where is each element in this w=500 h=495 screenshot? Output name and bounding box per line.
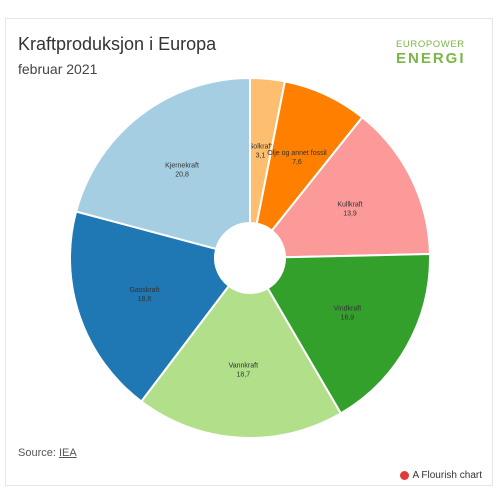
slice-value-olje-og-annet-fossil: 7,6: [292, 159, 302, 166]
chart-subtitle: februar 2021: [18, 61, 98, 77]
logo-text-bottom: ENERGI: [396, 49, 466, 67]
source-link[interactable]: IEA: [58, 447, 77, 459]
slice-label-solkraft: Solkraft: [249, 144, 273, 151]
flourish-credit-label: A Flourish chart: [412, 470, 482, 481]
chart-title: Kraftproduksjon i Europa: [18, 34, 217, 54]
slice-gasskraft[interactable]: [69, 210, 231, 403]
brand-logo: EUROPOWER ENERGI: [396, 40, 476, 66]
slice-vannkraft[interactable]: [139, 284, 343, 439]
slice-vindkraft[interactable]: [266, 253, 431, 415]
slice-value-kjernekraft: 20,8: [175, 171, 189, 178]
slice-label-kullkraft: Kullkraft: [337, 201, 362, 208]
source-prefix: Source:: [18, 447, 59, 459]
slice-value-kullkraft: 13,9: [343, 210, 357, 217]
slice-value-solkraft: 3,1: [256, 153, 266, 160]
slice-label-gasskraft: Gasskraft: [129, 287, 159, 294]
slice-value-gasskraft: 18,8: [138, 296, 152, 303]
slice-value-vannkraft: 18,7: [237, 371, 251, 378]
slice-label-vindkraft: Vindkraft: [334, 305, 362, 312]
logo-text-top: EUROPOWER: [396, 39, 465, 50]
slice-label-vannkraft: Vannkraft: [229, 362, 258, 369]
slice-kjernekraft[interactable]: [74, 76, 251, 251]
slice-label-kjernekraft: Kjernekraft: [165, 162, 199, 169]
chart-frame: [5, 18, 493, 486]
slice-kullkraft[interactable]: [270, 115, 431, 259]
slice-label-olje-og-annet-fossil: Olje og annet fossil: [267, 150, 327, 157]
slice-value-vindkraft: 16,9: [341, 314, 355, 321]
flourish-icon: [399, 471, 409, 480]
source-note: Source: IEA: [18, 447, 77, 459]
flourish-credit[interactable]: A Flourish chart: [399, 470, 482, 481]
